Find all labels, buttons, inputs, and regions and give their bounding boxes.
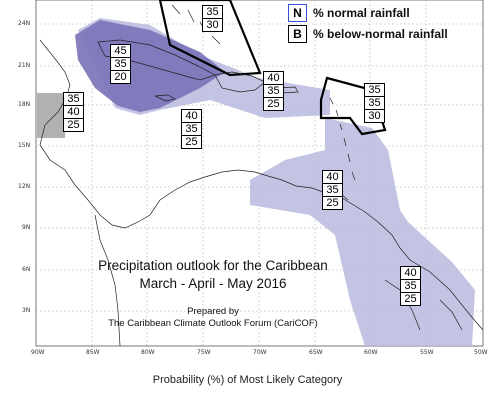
lat-label: 24N bbox=[18, 20, 31, 27]
coast-lesser-antilles bbox=[329, 97, 356, 201]
prob-value: 35 bbox=[264, 85, 283, 98]
gray-region-belize bbox=[37, 93, 65, 138]
prob-value: 35 bbox=[182, 123, 201, 136]
prepared-by-label: Prepared by bbox=[187, 306, 239, 317]
prob-value: 25 bbox=[185, 136, 198, 148]
coast-south-america-interior bbox=[94, 214, 121, 347]
lon-label: 85W bbox=[86, 349, 100, 356]
legend-key-below-normal: B bbox=[288, 25, 307, 43]
lon-label: 80W bbox=[141, 349, 155, 356]
lat-label: 12N bbox=[18, 183, 31, 190]
coast-bahamas bbox=[171, 4, 221, 45]
coast-hispaniola bbox=[214, 71, 266, 93]
lon-label: 50W bbox=[474, 349, 488, 356]
prob-value: 40 bbox=[323, 171, 342, 184]
lat-label: 21N bbox=[18, 62, 31, 69]
probability-caption: Probability (%) of Most Likely Category bbox=[152, 374, 343, 386]
prob-value: 25 bbox=[326, 197, 339, 209]
prob-value: 40 bbox=[64, 106, 83, 119]
below-normal-region-bahamas bbox=[158, 0, 262, 77]
lon-label: 60W bbox=[364, 349, 378, 356]
prob-value: 35 bbox=[64, 93, 83, 106]
coast-central-america bbox=[39, 39, 484, 331]
prob-value: 35 bbox=[401, 280, 420, 293]
coast-jamaica bbox=[154, 94, 176, 102]
legend-below-normal: B % below-normal rainfall bbox=[288, 25, 448, 43]
lon-label: 70W bbox=[253, 349, 267, 356]
prob-value: 40 bbox=[182, 110, 201, 123]
prob-value: 35 bbox=[323, 184, 342, 197]
legend-label-normal: % normal rainfall bbox=[313, 6, 410, 20]
prob-box-southern-lesser-antilles: 40 35 25 bbox=[322, 170, 343, 210]
lon-label: 55W bbox=[420, 349, 434, 356]
prob-box-bahamas-north: 35 30 bbox=[202, 5, 223, 32]
prob-box-guianas: 40 35 25 bbox=[400, 266, 421, 306]
prob-box-northern-lesser-antilles: 35 35 30 bbox=[364, 83, 385, 123]
lon-label: 75W bbox=[197, 349, 211, 356]
legend-label-below-normal: % below-normal rainfall bbox=[313, 27, 448, 41]
prob-value: 30 bbox=[368, 110, 381, 122]
prob-box-cuba-jamaica: 45 35 20 bbox=[110, 44, 131, 84]
prob-value: 40 bbox=[264, 72, 283, 85]
prob-box-belize-yucatan: 35 40 25 bbox=[63, 92, 84, 132]
lat-label: 18N bbox=[18, 101, 31, 108]
legend-key-normal: N bbox=[288, 4, 307, 22]
prob-value: 30 bbox=[206, 19, 219, 31]
prob-value: 25 bbox=[67, 119, 80, 131]
prob-value: 25 bbox=[404, 293, 417, 305]
lon-label: 90W bbox=[31, 349, 45, 356]
lat-label: 9N bbox=[22, 224, 31, 231]
prob-value: 35 bbox=[365, 84, 384, 97]
prob-box-caribbean-sea-west: 40 35 25 bbox=[181, 109, 202, 149]
prob-value: 40 bbox=[401, 267, 420, 280]
prob-value: 35 bbox=[111, 58, 130, 71]
prob-value: 20 bbox=[114, 71, 127, 83]
map-title-line1: Precipitation outlook for the Caribbean bbox=[98, 258, 328, 273]
legend-normal: N % normal rainfall bbox=[288, 4, 410, 22]
lon-label: 65W bbox=[309, 349, 323, 356]
lat-label: 3N bbox=[22, 307, 31, 314]
prob-value: 25 bbox=[267, 98, 280, 110]
map-title-line2: March - April - May 2016 bbox=[139, 276, 287, 291]
prob-value: 45 bbox=[111, 45, 130, 58]
prob-box-hispaniola-puerto-rico: 40 35 25 bbox=[263, 71, 284, 111]
coastlines bbox=[39, 4, 484, 347]
prob-value: 35 bbox=[365, 97, 384, 110]
prob-value: 35 bbox=[203, 6, 222, 19]
organization-label: The Caribbean Climate Outlook Forum (Car… bbox=[108, 318, 318, 329]
lat-label: 15N bbox=[18, 142, 31, 149]
lat-label: 6N bbox=[22, 266, 31, 273]
